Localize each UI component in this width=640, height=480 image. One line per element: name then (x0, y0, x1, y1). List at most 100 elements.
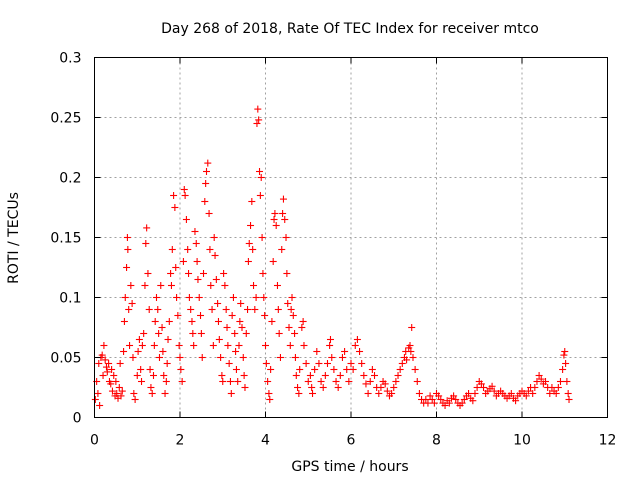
data-point (235, 342, 243, 349)
data-point (262, 360, 270, 367)
data-point (356, 348, 364, 355)
data-point (150, 342, 158, 349)
data-point (394, 372, 402, 379)
data-point (244, 258, 252, 265)
data-point (332, 378, 340, 385)
data-point (422, 396, 430, 403)
data-point (173, 294, 181, 301)
data-point (120, 318, 128, 325)
data-point (240, 372, 248, 379)
data-point (194, 276, 202, 283)
data-point (209, 342, 217, 349)
y-axis-label: ROTI / TECUs (6, 192, 22, 284)
data-point (561, 348, 569, 355)
data-point (507, 390, 515, 397)
data-point (181, 192, 189, 199)
y-tick-label: 0.3 (59, 51, 81, 67)
y-tick-label: 0.05 (50, 351, 81, 367)
data-point (105, 360, 113, 367)
data-point (309, 390, 317, 397)
data-point (129, 354, 137, 361)
data-point (237, 300, 245, 307)
data-point (408, 324, 416, 331)
data-point (102, 363, 110, 371)
data-point (345, 378, 353, 385)
data-point (286, 342, 294, 349)
data-point (266, 396, 274, 403)
data-point (358, 360, 366, 367)
data-point (336, 372, 344, 379)
data-point (116, 360, 124, 367)
data-point (171, 204, 179, 211)
data-point (247, 222, 255, 229)
data-point (257, 174, 265, 181)
data-point (275, 330, 283, 337)
data-point (480, 384, 488, 391)
data-point (224, 342, 232, 349)
data-point (556, 378, 564, 385)
data-point (200, 270, 208, 277)
data-point (250, 282, 258, 289)
data-point (458, 399, 466, 407)
x-tick-label: 10 (513, 433, 531, 449)
data-point (274, 306, 282, 313)
data-point (151, 318, 159, 325)
data-point (128, 300, 136, 307)
y-tick-label: 0.25 (50, 111, 81, 127)
data-point (258, 234, 266, 241)
data-point (203, 168, 211, 175)
data-point (362, 380, 370, 388)
data-point (121, 294, 129, 301)
y-tick-labels: 0 0.05 0.1 0.15 0.2 0.25 0.3 (50, 51, 81, 427)
data-point (185, 270, 193, 277)
data-point (192, 240, 200, 247)
data-point (284, 300, 292, 307)
data-point (317, 378, 325, 385)
data-point (120, 348, 128, 355)
y-tick-label: 0.2 (59, 171, 81, 187)
data-point (321, 372, 329, 379)
data-point (217, 354, 225, 361)
data-point (123, 234, 131, 241)
data-point (375, 390, 383, 397)
data-point (161, 390, 169, 397)
chart-title: Day 268 of 2018, Rate Of TEC Index for r… (161, 21, 539, 37)
data-point (99, 372, 107, 379)
x-tick-label: 0 (90, 433, 99, 449)
data-point (131, 396, 139, 403)
data-point (189, 330, 197, 337)
data-point (98, 351, 106, 359)
data-point (278, 246, 286, 253)
data-point (522, 392, 530, 400)
data-point (232, 348, 240, 355)
data-point (398, 360, 406, 367)
data-point (215, 336, 223, 343)
data-point (255, 116, 263, 124)
data-point (353, 336, 361, 343)
data-point (330, 366, 338, 373)
data-point (512, 397, 520, 405)
data-point (165, 318, 173, 325)
data-point (264, 378, 272, 385)
data-point (260, 294, 268, 301)
data-point (193, 258, 201, 265)
data-point (285, 324, 293, 331)
data-point (411, 366, 419, 373)
data-point (424, 399, 432, 407)
data-point (94, 390, 102, 397)
data-point (406, 342, 414, 349)
data-point (228, 312, 236, 319)
data-point (133, 372, 141, 379)
data-point (238, 324, 246, 331)
data-point (473, 384, 481, 391)
data-point (341, 348, 349, 355)
data-point (157, 282, 165, 289)
data-point (291, 354, 299, 361)
data-point (265, 390, 273, 397)
data-point (242, 330, 250, 337)
data-point (283, 270, 291, 277)
data-point (152, 294, 160, 301)
data-point (381, 380, 389, 388)
data-point (259, 270, 267, 277)
data-point (211, 252, 219, 259)
